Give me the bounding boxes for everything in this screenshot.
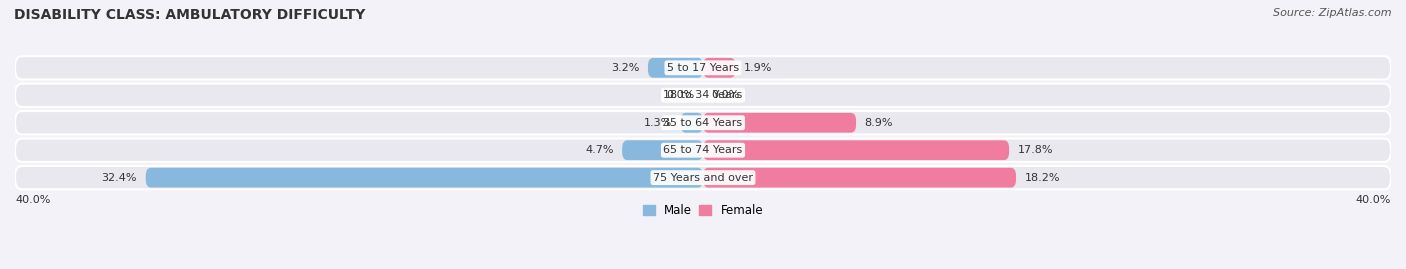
Text: 65 to 74 Years: 65 to 74 Years	[664, 145, 742, 155]
FancyBboxPatch shape	[146, 168, 703, 187]
Text: 0.0%: 0.0%	[711, 90, 740, 100]
FancyBboxPatch shape	[15, 139, 1391, 162]
Text: 1.9%: 1.9%	[744, 63, 773, 73]
FancyBboxPatch shape	[15, 56, 1391, 79]
Text: 35 to 64 Years: 35 to 64 Years	[664, 118, 742, 128]
FancyBboxPatch shape	[623, 140, 703, 160]
FancyBboxPatch shape	[15, 84, 1391, 107]
Text: 18 to 34 Years: 18 to 34 Years	[664, 90, 742, 100]
Text: 3.2%: 3.2%	[612, 63, 640, 73]
Legend: Male, Female: Male, Female	[638, 199, 768, 222]
Text: DISABILITY CLASS: AMBULATORY DIFFICULTY: DISABILITY CLASS: AMBULATORY DIFFICULTY	[14, 8, 366, 22]
Text: 5 to 17 Years: 5 to 17 Years	[666, 63, 740, 73]
FancyBboxPatch shape	[703, 113, 856, 133]
Text: 0.0%: 0.0%	[666, 90, 695, 100]
Text: 75 Years and over: 75 Years and over	[652, 173, 754, 183]
FancyBboxPatch shape	[703, 140, 1010, 160]
FancyBboxPatch shape	[703, 168, 1017, 187]
Text: 8.9%: 8.9%	[865, 118, 893, 128]
FancyBboxPatch shape	[703, 58, 735, 78]
Text: 17.8%: 17.8%	[1018, 145, 1053, 155]
Text: 32.4%: 32.4%	[101, 173, 138, 183]
Text: Source: ZipAtlas.com: Source: ZipAtlas.com	[1274, 8, 1392, 18]
FancyBboxPatch shape	[15, 111, 1391, 134]
Text: 40.0%: 40.0%	[1355, 195, 1391, 205]
FancyBboxPatch shape	[648, 58, 703, 78]
Text: 40.0%: 40.0%	[15, 195, 51, 205]
Text: 1.3%: 1.3%	[644, 118, 672, 128]
FancyBboxPatch shape	[15, 166, 1391, 189]
Text: 18.2%: 18.2%	[1025, 173, 1060, 183]
FancyBboxPatch shape	[681, 113, 703, 133]
Text: 4.7%: 4.7%	[585, 145, 613, 155]
